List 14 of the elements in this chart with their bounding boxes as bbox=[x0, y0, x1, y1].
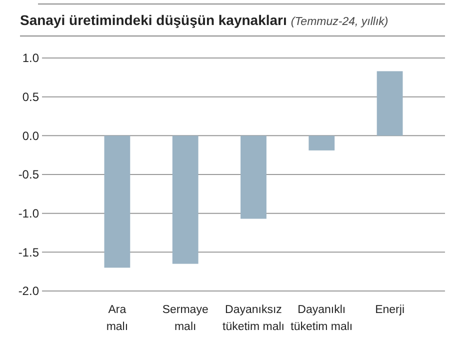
y-tick-label: -0.5 bbox=[18, 168, 40, 182]
chart-title: Sanayi üretimindeki düşüşün kaynakları bbox=[20, 12, 287, 28]
x-tick-label: Enerji bbox=[375, 304, 404, 316]
y-tick-label: 1.0 bbox=[22, 51, 40, 66]
y-tick-label: 0.0 bbox=[22, 128, 40, 143]
x-tick-label: Sermaye malı bbox=[162, 304, 208, 333]
x-tick-label: Ara malı bbox=[106, 304, 128, 333]
chart-subtitle: (Temmuz-24, yıllık) bbox=[290, 16, 388, 28]
y-tick-label: -2.0 bbox=[18, 284, 40, 298]
y-tick-label: -1.0 bbox=[18, 206, 40, 221]
y-tick-label: -1.5 bbox=[18, 245, 40, 260]
x-tick-label: Dayanıklı tüketim malı bbox=[290, 304, 353, 333]
x-tick-label: Dayanıksız tüketim malı bbox=[222, 304, 284, 333]
y-tick-label: 0.5 bbox=[22, 90, 40, 104]
